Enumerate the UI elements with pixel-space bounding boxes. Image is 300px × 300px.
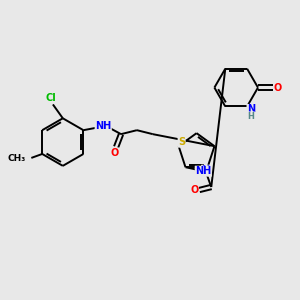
Text: O: O: [274, 82, 282, 93]
Text: O: O: [111, 148, 119, 158]
Text: S: S: [178, 137, 185, 147]
Text: CH₃: CH₃: [7, 154, 26, 164]
Text: N: N: [247, 104, 255, 114]
Text: NH: NH: [195, 166, 212, 176]
Text: H: H: [248, 112, 254, 121]
Text: N: N: [202, 165, 210, 175]
Text: O: O: [190, 185, 199, 195]
Text: Cl: Cl: [46, 94, 56, 103]
Text: NH: NH: [95, 121, 111, 131]
